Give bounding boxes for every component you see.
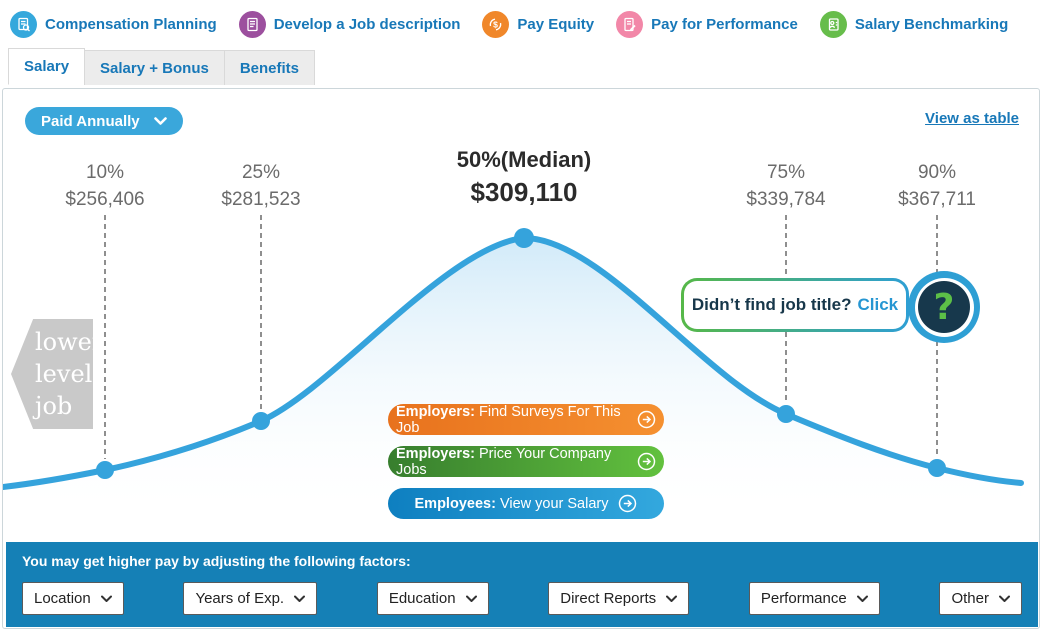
percentile-dot-25 <box>252 412 270 430</box>
employers-price-jobs-button[interactable]: Employers: Price Your Company Jobs <box>388 445 664 478</box>
chevron-down-icon <box>294 595 306 603</box>
percentile-value: $339,784 <box>746 189 826 210</box>
question-mark-icon: ? <box>918 281 970 333</box>
factor-select-years-of-exp[interactable]: Years of Exp. <box>183 582 318 615</box>
percentile-pct: 50%(Median) <box>456 147 592 172</box>
factor-select-location[interactable]: Location <box>22 582 124 615</box>
nav-item-salary-benchmarking[interactable]: Salary Benchmarking <box>819 11 1009 38</box>
tab-salary-bonus[interactable]: Salary + Bonus <box>84 50 225 85</box>
arrow-right-circle-icon <box>637 452 656 471</box>
cta-label: View your Salary <box>499 495 609 512</box>
factor-select-education[interactable]: Education <box>376 582 489 615</box>
factor-select-performance[interactable]: Performance <box>748 582 880 615</box>
cta-prefix: Employers: <box>396 403 475 420</box>
chevron-down-icon <box>100 595 112 603</box>
factor-select-label: Performance <box>760 590 847 607</box>
nav-item-pay-for-performance[interactable]: Pay for Performance <box>616 11 798 38</box>
percentile-label-median: 50%(Median) $309,110 <box>457 145 591 209</box>
arrow-right-circle-icon <box>637 410 656 429</box>
nav-label: Pay Equity <box>517 16 595 33</box>
tab-bar: Salary Salary + Bonus Benefits <box>8 48 1044 85</box>
dollar-cycle-icon: $ <box>482 11 510 38</box>
factor-select-other[interactable]: Other <box>939 582 1022 615</box>
arrow-right-circle-icon <box>618 494 637 513</box>
percentile-value: $256,406 <box>65 189 145 210</box>
percentile-label-25: 25% $281,523 <box>221 159 300 213</box>
document-search-icon <box>10 11 37 38</box>
nav-item-pay-equity[interactable]: $ Pay Equity <box>482 11 594 38</box>
help-question-badge[interactable]: ? <box>908 271 980 343</box>
nav-item-compensation-planning[interactable]: Compensation Planning <box>10 11 217 38</box>
factor-select-direct-reports[interactable]: Direct Reports <box>548 582 690 615</box>
factor-select-label: Location <box>34 590 91 607</box>
percentile-value: $309,110 <box>470 177 578 207</box>
salary-bell-curve-chart <box>3 215 1024 521</box>
cta-label: Price Your Company Jobs <box>396 445 612 478</box>
chevron-down-icon <box>856 595 868 603</box>
view-as-table-link[interactable]: View as table <box>925 110 1019 127</box>
nav-label: Compensation Planning <box>45 16 217 33</box>
percentile-label-10: 10% $256,406 <box>65 159 144 213</box>
employees-view-salary-button[interactable]: Employees: View your Salary <box>388 488 664 519</box>
pay-period-label: Paid Annually <box>41 112 140 130</box>
cta-prefix: Employees: <box>414 495 496 512</box>
nav-item-develop-job-description[interactable]: Develop a Job description <box>238 11 461 38</box>
tab-benefits[interactable]: Benefits <box>223 50 316 85</box>
factor-select-label: Other <box>951 590 989 607</box>
chevron-down-icon <box>153 116 167 126</box>
chevron-down-icon <box>666 595 678 603</box>
lower-level-line: lower <box>35 328 104 356</box>
person-document-icon <box>819 11 847 38</box>
percentile-dot-75 <box>777 405 795 423</box>
percentile-value: $367,711 <box>898 189 976 210</box>
didnt-find-click-link[interactable]: Click <box>857 295 899 314</box>
pay-factors-heading: You may get higher pay by adjusting the … <box>22 553 411 569</box>
percentile-pct: 90% <box>917 162 957 183</box>
document-icon <box>238 11 266 38</box>
pay-period-dropdown[interactable]: Paid Annually <box>25 107 183 135</box>
didnt-find-inner: Didn’t find job title? Click <box>684 281 906 329</box>
chevron-down-icon <box>465 595 477 603</box>
question-badge-ring: ? <box>914 277 974 337</box>
factor-select-label: Years of Exp. <box>195 590 285 607</box>
document-pencil-icon <box>616 11 644 38</box>
factor-select-label: Education <box>388 590 456 607</box>
svg-text:$: $ <box>494 19 499 29</box>
percentile-dot-90 <box>928 459 946 477</box>
nav-label: Salary Benchmarking <box>854 16 1009 33</box>
cta-prefix: Employers: <box>396 445 475 462</box>
pay-factors-row: Location Years of Exp. Education Direct … <box>22 582 1022 615</box>
percentile-label-90: 90% $367,711 <box>898 159 976 213</box>
percentile-dot-50 <box>514 228 534 248</box>
employers-find-surveys-button[interactable]: Employers: Find Surveys For This Job <box>388 403 664 436</box>
tab-salary[interactable]: Salary <box>8 48 86 85</box>
lower-level-line: job <box>35 392 73 420</box>
percentile-dot-10 <box>96 461 114 479</box>
factor-select-label: Direct Reports <box>560 590 657 607</box>
percentile-pct: 25% <box>241 162 281 183</box>
chevron-down-icon <box>998 595 1010 603</box>
percentile-pct: 75% <box>766 162 806 183</box>
cta-label: Find Surveys For This Job <box>396 403 621 436</box>
pay-factors-bar: You may get higher pay by adjusting the … <box>6 542 1038 627</box>
curve-area-fill <box>3 238 1021 521</box>
lower-level-line: level <box>35 360 93 388</box>
percentile-value: $281,523 <box>221 189 301 210</box>
percentile-pct: 10% <box>85 162 125 183</box>
nav-label: Pay for Performance <box>651 16 798 33</box>
percentile-label-75: 75% $339,784 <box>746 159 825 213</box>
top-nav: Compensation Planning Develop a Job desc… <box>0 0 1044 47</box>
salary-chart-panel: Paid Annually View as table 10% $256,406… <box>2 88 1040 629</box>
didnt-find-text: Didn’t find job title? <box>691 295 852 314</box>
nav-label: Develop a Job description <box>273 16 461 33</box>
didnt-find-job-title-callout[interactable]: Didn’t find job title? Click <box>681 278 909 332</box>
